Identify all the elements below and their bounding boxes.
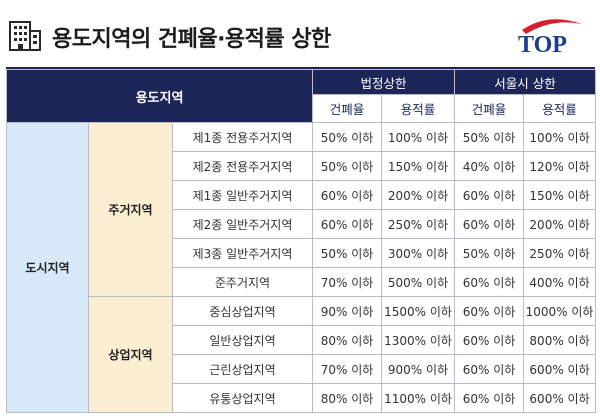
seoul-limit-header: 서울시 상한 — [454, 69, 597, 95]
legal-coverage: 80% 이하 — [312, 383, 382, 413]
table-body: 도시지역 주거지역 제1종 전용주거지역 50% 이하 100% 이하 50% … — [6, 122, 597, 413]
seoul-far: 1000% 이하 — [523, 296, 597, 326]
legal-limit-header: 법정상한 — [311, 69, 456, 95]
legal-far: 1300% 이하 — [380, 325, 456, 355]
zone-name: 근린상업지역 — [172, 354, 313, 384]
category-residential: 주거지역 — [88, 122, 173, 297]
zone-name: 유통상업지역 — [172, 383, 313, 413]
legal-far: 100% 이하 — [380, 122, 456, 152]
legal-far: 900% 이하 — [380, 354, 456, 384]
legal-far-header: 용적률 — [380, 94, 456, 123]
legal-coverage-header: 건폐율 — [312, 94, 382, 123]
zone-name: 일반상업지역 — [172, 325, 313, 355]
legal-far: 1100% 이하 — [380, 383, 456, 413]
seoul-far: 150% 이하 — [523, 180, 597, 210]
legal-far: 200% 이하 — [380, 180, 456, 210]
legal-coverage: 70% 이하 — [312, 354, 382, 384]
legal-far: 300% 이하 — [380, 238, 456, 268]
logo-text: TOP — [518, 32, 567, 56]
table-row: 제3종 일반주거지역 50% 이하 300% 이하 50% 이하 250% 이하 — [7, 238, 597, 268]
legal-coverage: 60% 이하 — [312, 180, 382, 210]
seoul-far: 600% 이하 — [523, 383, 597, 413]
seoul-coverage: 60% 이하 — [454, 209, 525, 239]
legal-far: 1500% 이하 — [380, 296, 456, 326]
zone-name: 제1종 전용주거지역 — [172, 122, 313, 152]
table-row: 근린상업지역 70% 이하 900% 이하 60% 이하 600% 이하 — [7, 354, 597, 384]
legal-coverage: 70% 이하 — [312, 267, 382, 297]
zone-name: 중심상업지역 — [172, 296, 313, 326]
seoul-far: 250% 이하 — [523, 238, 597, 268]
legal-far: 500% 이하 — [380, 267, 456, 297]
seoul-coverage: 60% 이하 — [454, 267, 525, 297]
seoul-far: 800% 이하 — [523, 325, 597, 355]
table-top-rule — [6, 67, 595, 69]
legal-coverage: 90% 이하 — [312, 296, 382, 326]
seoul-coverage-header: 건폐율 — [454, 94, 525, 123]
seoul-far: 400% 이하 — [523, 267, 597, 297]
zone-header: 용도지역 — [6, 69, 313, 123]
seoul-coverage: 50% 이하 — [454, 122, 525, 152]
seoul-far-header: 용적률 — [523, 94, 597, 123]
seoul-coverage: 60% 이하 — [454, 296, 525, 326]
table-row: 상업지역 중심상업지역 90% 이하 1500% 이하 60% 이하 1000%… — [7, 296, 597, 413]
page-title: 용도지역의 건폐율·용적률 상한 — [52, 27, 331, 52]
zone-name: 제2종 전용주거지역 — [172, 151, 313, 181]
legal-coverage: 50% 이하 — [312, 122, 382, 152]
category-commercial: 상업지역 — [88, 296, 173, 413]
legal-coverage: 60% 이하 — [312, 209, 382, 239]
seoul-coverage: 60% 이하 — [454, 354, 525, 384]
zone-name: 준주거지역 — [172, 267, 313, 297]
legal-far: 250% 이하 — [380, 209, 456, 239]
seoul-coverage: 60% 이하 — [454, 383, 525, 413]
zoning-table: 용도지역 법정상한 서울시 상한 건폐율 용적률 건폐율 용적률 도시지역 주거… — [6, 69, 597, 413]
top-logo: TOP — [518, 19, 582, 56]
seoul-far: 120% 이하 — [523, 151, 597, 181]
seoul-far: 200% 이하 — [523, 209, 597, 239]
city-zone-cell: 도시지역 — [6, 122, 89, 413]
legal-coverage: 80% 이하 — [312, 325, 382, 355]
zone-name: 제1종 일반주거지역 — [172, 180, 313, 210]
seoul-coverage: 60% 이하 — [454, 180, 525, 210]
seoul-coverage: 50% 이하 — [454, 238, 525, 268]
legal-coverage: 50% 이하 — [312, 151, 382, 181]
table-row: 도시지역 주거지역 제1종 전용주거지역 50% 이하 100% 이하 50% … — [6, 122, 597, 413]
legal-coverage: 50% 이하 — [312, 238, 382, 268]
seoul-far: 600% 이하 — [523, 354, 597, 384]
table-row: 일반상업지역 80% 이하 1300% 이하 60% 이하 800% 이하 — [7, 325, 597, 355]
zone-name: 제3종 일반주거지역 — [172, 238, 313, 268]
header: 용도지역의 건폐율·용적률 상한 TOP — [0, 0, 600, 68]
table-row: 준주거지역 70% 이하 500% 이하 60% 이하 400% 이하 — [7, 267, 597, 297]
seoul-coverage: 40% 이하 — [454, 151, 525, 181]
table-row: 제2종 일반주거지역 60% 이하 250% 이하 60% 이하 200% 이하 — [7, 209, 597, 239]
table-row: 유통상업지역 80% 이하 1100% 이하 60% 이하 600% 이하 — [7, 383, 597, 413]
seoul-far: 100% 이하 — [523, 122, 597, 152]
table-row: 제2종 전용주거지역 50% 이하 150% 이하 40% 이하 120% 이하 — [7, 151, 597, 181]
seoul-coverage: 60% 이하 — [454, 325, 525, 355]
zone-name: 제2종 일반주거지역 — [172, 209, 313, 239]
building-icon — [9, 21, 41, 51]
legal-far: 150% 이하 — [380, 151, 456, 181]
